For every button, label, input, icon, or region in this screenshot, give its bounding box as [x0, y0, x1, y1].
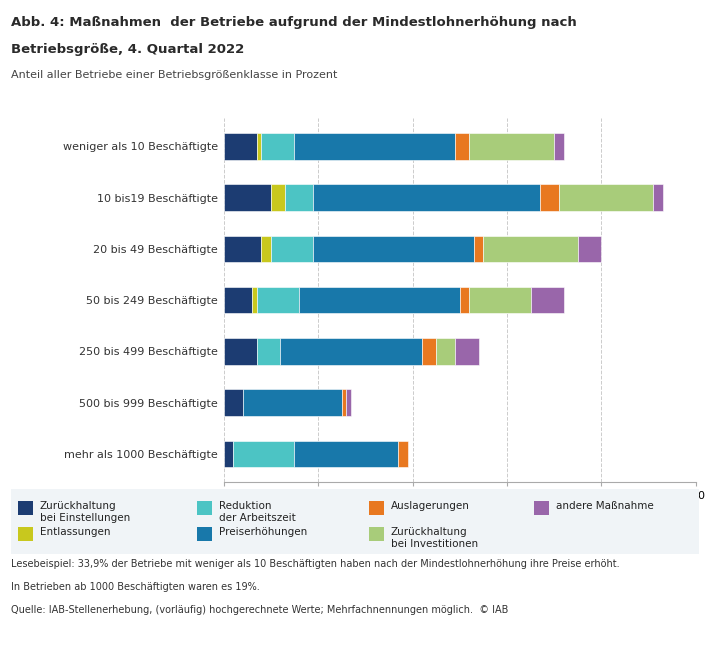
- Bar: [271, 184, 285, 211]
- Bar: [224, 441, 233, 467]
- Bar: [285, 184, 313, 211]
- Bar: [469, 287, 530, 314]
- Bar: [313, 184, 540, 211]
- Bar: [261, 133, 295, 159]
- Text: Zurückhaltung
bei Einstellungen: Zurückhaltung bei Einstellungen: [40, 501, 130, 523]
- Bar: [368, 527, 384, 541]
- Bar: [252, 287, 257, 314]
- Text: andere Maßnahme: andere Maßnahme: [556, 501, 654, 511]
- Text: Anteil aller Betriebe einer Betriebsgrößenklasse in Prozent: Anteil aller Betriebe einer Betriebsgröß…: [11, 70, 337, 80]
- Bar: [559, 184, 653, 211]
- Text: Auslagerungen: Auslagerungen: [391, 501, 470, 511]
- Bar: [534, 501, 550, 515]
- Bar: [295, 133, 455, 159]
- Bar: [299, 287, 460, 314]
- Bar: [368, 501, 384, 515]
- Bar: [455, 338, 479, 365]
- Bar: [197, 527, 212, 541]
- Bar: [342, 390, 346, 416]
- Bar: [313, 236, 474, 262]
- Bar: [224, 338, 257, 365]
- Bar: [18, 501, 33, 515]
- Bar: [540, 184, 559, 211]
- Text: In Betrieben ab 1000 Beschäftigten waren es 19%.: In Betrieben ab 1000 Beschäftigten waren…: [11, 582, 259, 592]
- Bar: [18, 527, 33, 541]
- Text: Quelle: IAB-Stellenerhebung, (vorläufig) hochgerechnete Werte; Mehrfachnennungen: Quelle: IAB-Stellenerhebung, (vorläufig)…: [11, 605, 508, 615]
- Bar: [554, 133, 564, 159]
- Bar: [233, 441, 295, 467]
- Bar: [346, 390, 351, 416]
- Text: Entlassungen: Entlassungen: [40, 527, 110, 537]
- Bar: [295, 441, 398, 467]
- Bar: [224, 184, 271, 211]
- Bar: [224, 390, 243, 416]
- Bar: [484, 236, 578, 262]
- Bar: [436, 338, 455, 365]
- Bar: [469, 133, 554, 159]
- Bar: [398, 441, 408, 467]
- Bar: [578, 236, 601, 262]
- Bar: [271, 236, 313, 262]
- Bar: [224, 133, 257, 159]
- Bar: [460, 287, 469, 314]
- Bar: [224, 287, 252, 314]
- Text: Reduktion
der Arbeitszeit: Reduktion der Arbeitszeit: [219, 501, 295, 523]
- Bar: [197, 501, 212, 515]
- Bar: [474, 236, 484, 262]
- Text: Abb. 4: Maßnahmen  der Betriebe aufgrund der Mindestlohnerhöhung nach: Abb. 4: Maßnahmen der Betriebe aufgrund …: [11, 16, 577, 30]
- Bar: [224, 236, 261, 262]
- Bar: [261, 236, 271, 262]
- Bar: [257, 338, 280, 365]
- Bar: [243, 390, 342, 416]
- Text: Lesebeispiel: 33,9% der Betriebe mit weniger als 10 Beschäftigten haben nach der: Lesebeispiel: 33,9% der Betriebe mit wen…: [11, 559, 619, 569]
- Bar: [653, 184, 662, 211]
- Text: Preiserhöhungen: Preiserhöhungen: [219, 527, 307, 537]
- Bar: [257, 287, 299, 314]
- Text: Betriebsgröße, 4. Quartal 2022: Betriebsgröße, 4. Quartal 2022: [11, 43, 244, 56]
- Bar: [257, 133, 261, 159]
- Bar: [280, 338, 422, 365]
- Bar: [530, 287, 564, 314]
- Bar: [455, 133, 469, 159]
- Text: Zurückhaltung
bei Investitionen: Zurückhaltung bei Investitionen: [391, 527, 478, 549]
- Bar: [422, 338, 436, 365]
